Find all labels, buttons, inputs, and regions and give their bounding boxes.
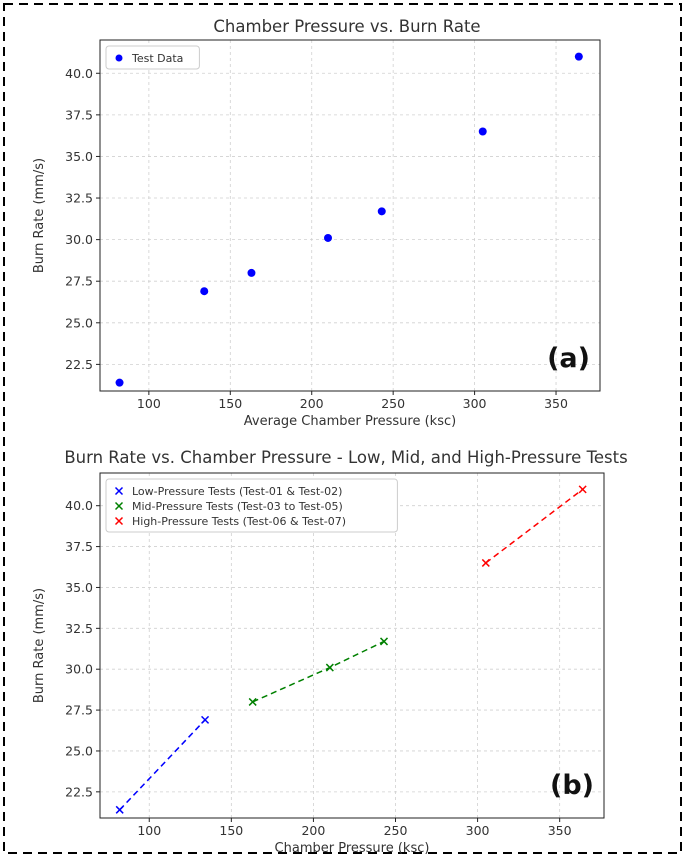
legend-entry: High-Pressure Tests (Test-06 & Test-07): [132, 515, 346, 528]
y-tick-label: 35.0: [65, 580, 93, 595]
plot-area: [99, 39, 601, 392]
legend-marker: [114, 486, 124, 496]
y-tick-label: 40.0: [65, 66, 93, 81]
y-tick-label: 32.5: [65, 621, 93, 636]
data-point: [325, 663, 334, 672]
x-tick-label: 300: [463, 396, 487, 411]
x-tick-label: 150: [219, 823, 243, 838]
data-point: [379, 637, 389, 646]
chart-a: 100 150 200 250 300 350 22.5 25.0 27.5 30.0 32.5 35…: [32, 17, 601, 429]
x-tick-label: 250: [381, 396, 405, 411]
data-point: [324, 233, 333, 242]
data-point: [578, 485, 587, 494]
y-tick-label: 30.0: [65, 232, 93, 247]
y-tick-label: 37.5: [65, 539, 93, 554]
legend: Test Data: [105, 45, 200, 70]
data-point: [201, 715, 210, 724]
y-axis-label: Burn Rate (mm/s): [32, 588, 47, 703]
data-point: [481, 558, 490, 567]
data-point: [478, 127, 487, 136]
y-tick-label: 32.5: [65, 191, 93, 206]
chart-b: 100 150 200 250 300 350 22.5 25.0 27.5 30.0 32.5 35…: [32, 448, 628, 856]
x-tick-label: 100: [137, 823, 161, 838]
series-line: [485, 488, 584, 564]
x-tick-label: 200: [301, 823, 325, 838]
data-point: [200, 287, 209, 296]
series-line: [119, 719, 206, 811]
legend-marker-stroke: [114, 486, 124, 496]
data-point-stroke: [201, 715, 210, 724]
data-point-stroke: [115, 805, 124, 814]
x-tick-label: 300: [466, 823, 490, 838]
data-point: [247, 268, 256, 277]
y-tick-label: 27.5: [65, 274, 93, 289]
legend-entry: Test Data: [131, 52, 183, 65]
legend-marker: [115, 54, 123, 62]
data-point: [115, 805, 124, 814]
panel-label: (b): [550, 770, 594, 801]
legend-marker: [114, 516, 124, 526]
x-axis-label: Average Chamber Pressure (ksc): [244, 414, 456, 429]
x-tick-label: 250: [384, 823, 408, 838]
data-point-stroke: [379, 637, 389, 646]
series-line: [252, 640, 385, 703]
panel-label: (a): [547, 343, 590, 374]
y-tick-label: 37.5: [65, 107, 93, 122]
y-tick-label: 22.5: [65, 357, 93, 372]
chart-title: Burn Rate vs. Chamber Pressure - Low, Mi…: [64, 448, 627, 467]
x-tick-label: 350: [548, 823, 572, 838]
legend-marker-stroke: [114, 516, 124, 526]
legend-entry: Mid-Pressure Tests (Test-03 to Test-05): [132, 500, 343, 513]
chart-title: Chamber Pressure vs. Burn Rate: [213, 17, 480, 36]
data-point-stroke: [325, 663, 334, 672]
x-tick-label: 150: [218, 396, 242, 411]
x-tick-label: 350: [544, 396, 568, 411]
y-tick-label: 27.5: [65, 703, 93, 718]
legend-box: [105, 478, 398, 533]
data-point-stroke: [248, 697, 257, 706]
data-point-stroke: [481, 558, 490, 567]
data-point: [574, 52, 583, 61]
legend-box: [105, 45, 200, 70]
legend-marker: [114, 501, 124, 511]
data-point-stroke: [578, 485, 587, 494]
x-tick-label: 200: [300, 396, 324, 411]
y-tick-label: 30.0: [65, 662, 93, 677]
data-point: [115, 378, 124, 387]
figure-frame: [3, 3, 682, 854]
data-point: [377, 207, 386, 216]
legend: Low-Pressure Tests (Test-01 & Test-02) Mi…: [105, 478, 398, 533]
y-tick-label: 25.0: [65, 315, 93, 330]
data-point: [248, 697, 257, 706]
x-tick-label: 100: [137, 396, 161, 411]
y-tick-label: 22.5: [65, 784, 93, 799]
y-tick-label: 25.0: [65, 743, 93, 758]
y-tick-label: 40.0: [65, 498, 93, 513]
x-axis-label: Chamber Pressure (ksc): [275, 841, 430, 856]
plot-area: [99, 472, 605, 819]
legend-entry: Low-Pressure Tests (Test-01 & Test-02): [132, 485, 342, 498]
y-tick-label: 35.0: [65, 149, 93, 164]
legend-marker-stroke: [114, 501, 124, 511]
y-axis-label: Burn Rate (mm/s): [32, 158, 47, 273]
